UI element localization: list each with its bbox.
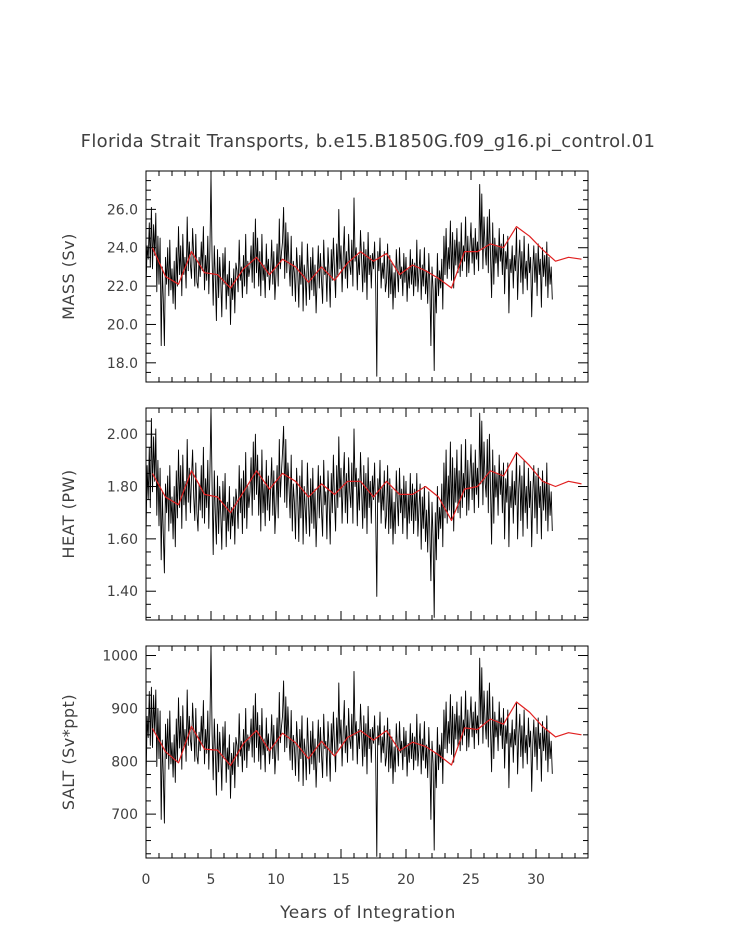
panel-2-ytick-label: 1.40: [107, 584, 138, 600]
panel-2-ytick-label: 1.80: [107, 480, 138, 496]
x-tick-label: 10: [267, 872, 285, 888]
x-tick-label: 20: [397, 872, 415, 888]
chart-title: Florida Strait Transports, b.e15.B1850G.…: [81, 131, 656, 152]
panel-2-y-axis-label: HEAT (PW): [59, 469, 78, 558]
panel-3-y-axis-label: SALT (Sv*ppt): [59, 694, 78, 810]
panel-3-ytick-label: 900: [111, 701, 138, 717]
panel-1-ytick-label: 18.0: [107, 356, 138, 372]
panel-1-monthly-series: [146, 174, 553, 377]
panel-3-ytick-label: 700: [111, 807, 138, 823]
panel-3-monthly-series: [146, 646, 553, 857]
panel-3-ytick-label: 800: [111, 754, 138, 770]
x-axis-label: Years of Integration: [279, 903, 456, 923]
x-tick-label: 30: [527, 872, 545, 888]
x-tick-label: 15: [332, 872, 350, 888]
panel-1-ytick-label: 20.0: [107, 317, 138, 333]
panel-3-annual-series: [151, 701, 582, 767]
panel-1-ytick-label: 24.0: [107, 241, 138, 257]
panel-2-ytick-label: 2.00: [107, 427, 138, 443]
panel-2-monthly-series: [146, 408, 553, 618]
x-tick-label: 5: [207, 872, 216, 888]
panel-2-annual-series: [151, 451, 582, 522]
x-tick-label: 25: [462, 872, 480, 888]
panel-3-ytick-label: 1000: [102, 649, 138, 665]
panel-1-annual-series: [151, 226, 582, 289]
x-tick-label: 0: [142, 872, 151, 888]
panel-1-ytick-label: 26.0: [107, 202, 138, 218]
panel-1-ytick-label: 22.0: [107, 279, 138, 295]
panel-1-y-axis-label: MASS (Sv): [59, 233, 78, 320]
panel-2-ytick-label: 1.60: [107, 532, 138, 548]
